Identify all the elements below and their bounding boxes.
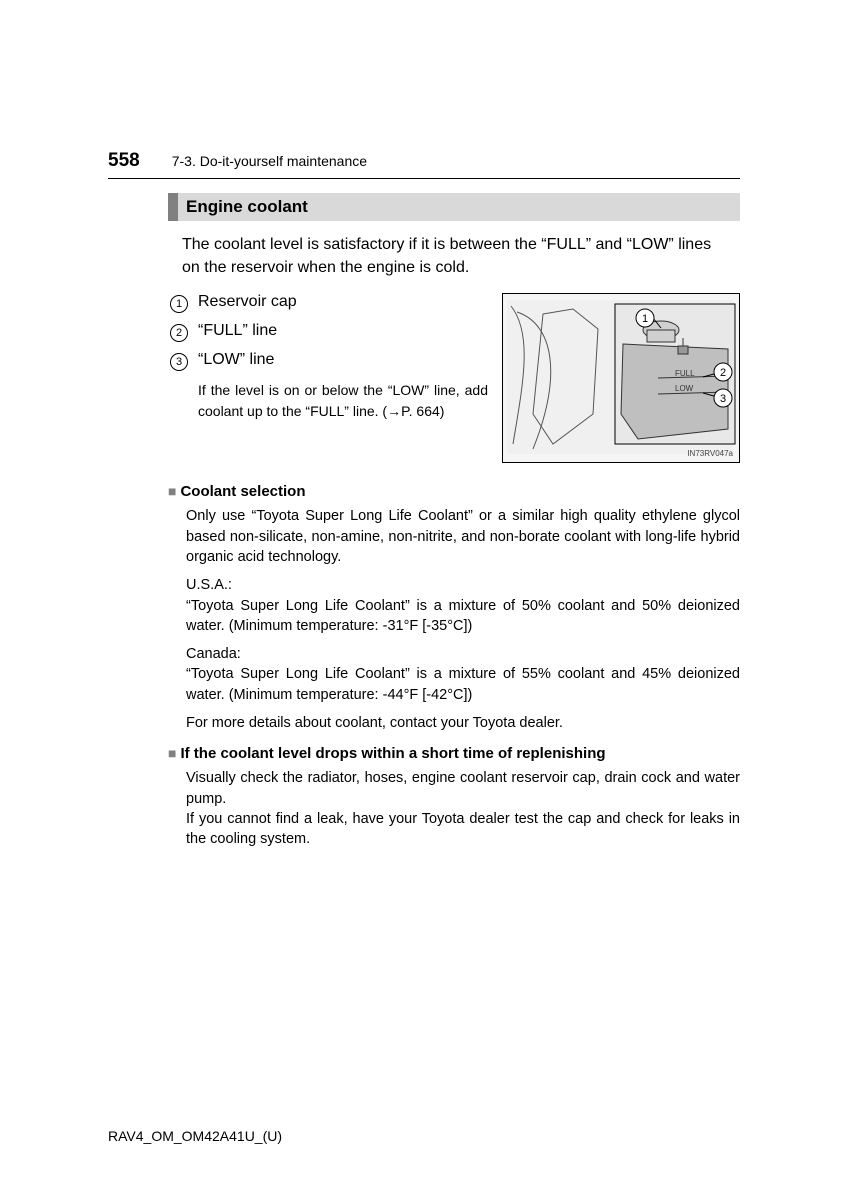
square-bullet-icon: ■ [168, 745, 176, 761]
callout-label: Reservoir cap [198, 293, 297, 311]
paragraph: Visually check the radiator, hoses, engi… [186, 768, 740, 849]
square-bullet-icon: ■ [168, 483, 176, 499]
svg-text:LOW: LOW [675, 384, 694, 393]
callout-list: 1 Reservoir cap 2 “FULL” line 3 “LOW” li… [170, 293, 488, 463]
subsection-heading: If the coolant level drops within a shor… [180, 745, 605, 762]
callout-marker-1: 1 [170, 295, 188, 313]
subsection-coolant-drop: ■ If the coolant level drops within a sh… [168, 745, 740, 849]
subsection-coolant-selection: ■ Coolant selection Only use “Toyota Sup… [168, 483, 740, 733]
footer-code: RAV4_OM_OM42A41U_(U) [108, 1128, 282, 1144]
figure-code: IN73RV047a [687, 449, 733, 458]
subsection-heading: Coolant selection [180, 483, 305, 500]
intro-text: The coolant level is satisfactory if it … [168, 233, 740, 293]
svg-text:3: 3 [720, 393, 726, 405]
page-number: 558 [108, 150, 140, 172]
callout-marker-2: 2 [170, 324, 188, 342]
section-path: 7-3. Do-it-yourself maintenance [160, 153, 367, 169]
paragraph: Only use “Toyota Super Long Life Coolant… [186, 506, 740, 567]
svg-text:2: 2 [720, 367, 726, 379]
paragraph: U.S.A.: “Toyota Super Long Life Coolant”… [186, 575, 740, 636]
coolant-diagram: FULL LOW 1 2 [502, 293, 740, 463]
callout-item: 2 “FULL” line [170, 322, 488, 341]
diagram-svg: FULL LOW 1 2 [503, 294, 739, 462]
callout-label: “FULL” line [198, 322, 277, 340]
callout-marker-3: 3 [170, 353, 188, 371]
section-title: Engine coolant [168, 193, 740, 221]
header-rule [108, 178, 740, 179]
paragraph: Canada: “Toyota Super Long Life Coolant”… [186, 644, 740, 705]
svg-text:1: 1 [642, 313, 648, 325]
callout-label: “LOW” line [198, 351, 274, 369]
paragraph: For more details about coolant, contact … [186, 713, 740, 733]
callout-item: 1 Reservoir cap [170, 293, 488, 312]
instruction-text: If the level is on or below the “LOW” li… [170, 380, 488, 422]
page-header: 558 7-3. Do-it-yourself maintenance [108, 150, 740, 172]
callout-item: 3 “LOW” line [170, 351, 488, 370]
svg-text:FULL: FULL [675, 369, 695, 378]
